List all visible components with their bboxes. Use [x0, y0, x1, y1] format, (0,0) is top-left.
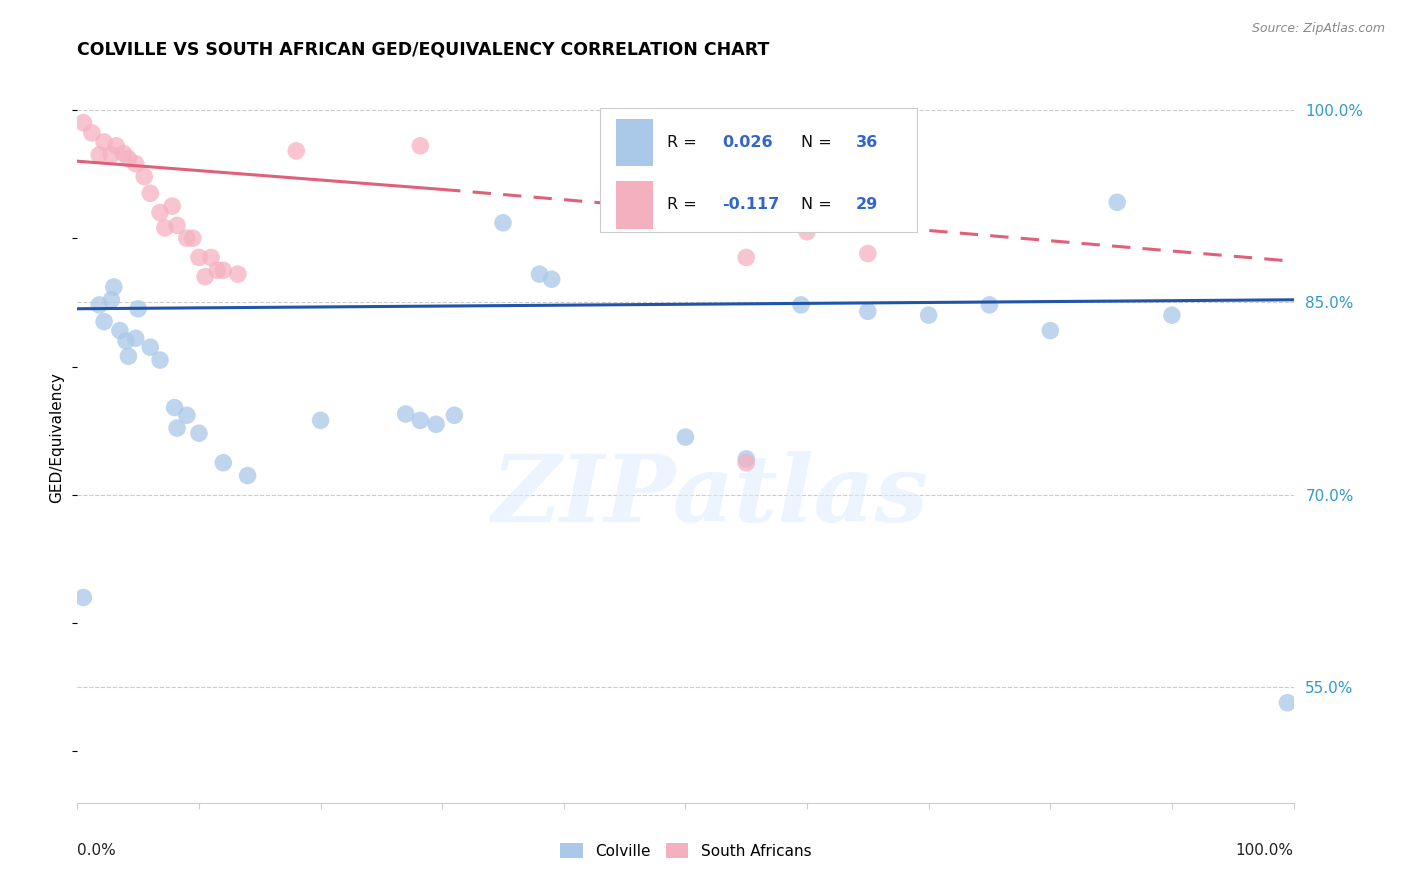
- Point: [226, 267, 249, 281]
- Point: [1277, 696, 1299, 710]
- Text: 29: 29: [856, 197, 877, 212]
- Point: [735, 456, 758, 470]
- Text: 100.0%: 100.0%: [1236, 843, 1294, 858]
- Point: [409, 413, 432, 427]
- Point: [675, 430, 697, 444]
- Point: [163, 401, 186, 415]
- Point: [105, 138, 128, 153]
- Point: [125, 331, 148, 345]
- Text: 36: 36: [856, 136, 877, 150]
- Point: [212, 456, 235, 470]
- Point: [181, 231, 204, 245]
- Point: [115, 334, 138, 348]
- Point: [176, 231, 198, 245]
- Point: [409, 138, 432, 153]
- Point: [309, 413, 332, 427]
- Text: Source: ZipAtlas.com: Source: ZipAtlas.com: [1251, 22, 1385, 36]
- Point: [529, 267, 551, 281]
- Point: [139, 186, 162, 201]
- Point: [149, 205, 172, 219]
- Point: [918, 308, 941, 322]
- Point: [540, 272, 562, 286]
- Point: [1161, 308, 1184, 322]
- Point: [127, 301, 149, 316]
- Point: [112, 146, 135, 161]
- Text: R =: R =: [668, 197, 702, 212]
- Point: [134, 169, 156, 184]
- Point: [93, 315, 115, 329]
- Point: [100, 148, 122, 162]
- Point: [212, 263, 235, 277]
- Point: [1039, 324, 1062, 338]
- Point: [89, 298, 111, 312]
- Point: [188, 426, 211, 441]
- Point: [103, 280, 125, 294]
- Point: [89, 148, 111, 162]
- Legend: Colville, South Africans: Colville, South Africans: [554, 837, 817, 864]
- Text: COLVILLE VS SOUTH AFRICAN GED/EQUIVALENCY CORRELATION CHART: COLVILLE VS SOUTH AFRICAN GED/EQUIVALENC…: [77, 41, 769, 59]
- Point: [856, 246, 879, 260]
- Text: N =: N =: [801, 136, 837, 150]
- Point: [117, 349, 139, 363]
- Point: [80, 126, 103, 140]
- Point: [166, 219, 188, 233]
- FancyBboxPatch shape: [616, 120, 652, 167]
- Point: [153, 221, 176, 235]
- Point: [108, 324, 131, 338]
- Point: [100, 293, 122, 307]
- Point: [205, 263, 228, 277]
- Point: [93, 135, 115, 149]
- Point: [194, 269, 217, 284]
- Text: 0.026: 0.026: [721, 136, 772, 150]
- Point: [176, 409, 198, 423]
- Point: [117, 152, 139, 166]
- FancyBboxPatch shape: [616, 181, 652, 228]
- Point: [425, 417, 447, 432]
- Point: [395, 407, 418, 421]
- Point: [492, 216, 515, 230]
- Point: [188, 251, 211, 265]
- Point: [72, 591, 94, 605]
- Point: [856, 304, 879, 318]
- Text: R =: R =: [668, 136, 702, 150]
- Point: [236, 468, 259, 483]
- Point: [72, 116, 94, 130]
- Point: [125, 157, 148, 171]
- Point: [285, 144, 308, 158]
- Text: N =: N =: [801, 197, 837, 212]
- Text: -0.117: -0.117: [721, 197, 779, 212]
- Point: [139, 340, 162, 354]
- Point: [979, 298, 1001, 312]
- Point: [160, 199, 183, 213]
- FancyBboxPatch shape: [600, 108, 917, 232]
- Point: [166, 421, 188, 435]
- Point: [796, 225, 818, 239]
- Point: [1107, 195, 1129, 210]
- Point: [790, 298, 813, 312]
- Point: [443, 409, 465, 423]
- Text: ZIPatlas: ZIPatlas: [491, 450, 928, 541]
- Point: [735, 451, 758, 466]
- Y-axis label: GED/Equivalency: GED/Equivalency: [49, 372, 65, 502]
- Point: [735, 251, 758, 265]
- Text: 0.0%: 0.0%: [77, 843, 117, 858]
- Point: [200, 251, 222, 265]
- Point: [149, 353, 172, 368]
